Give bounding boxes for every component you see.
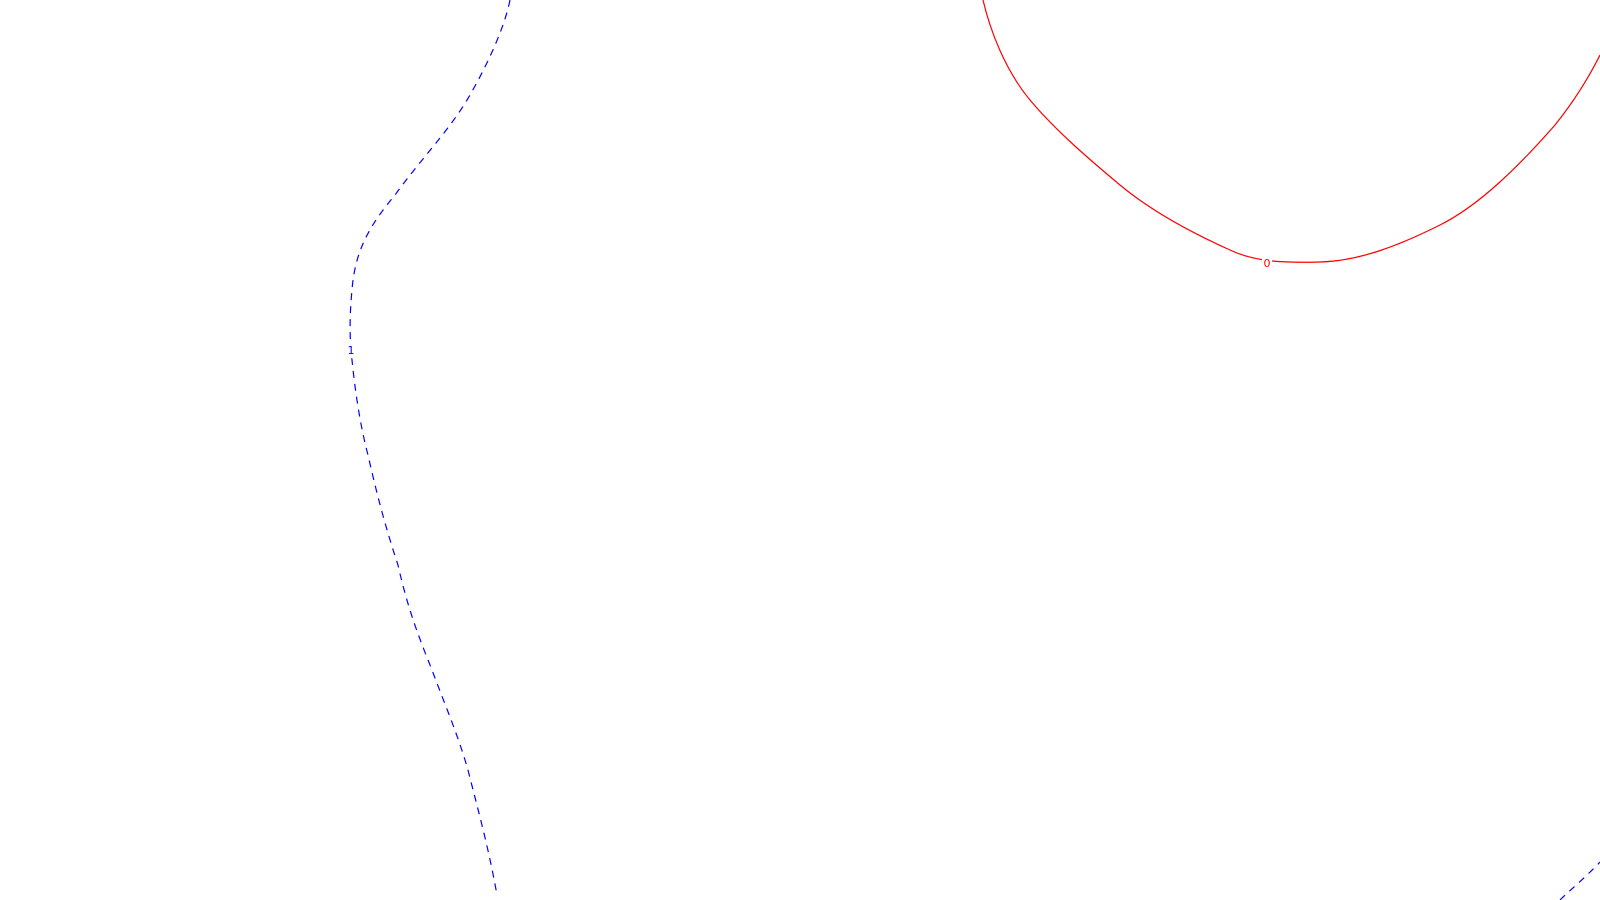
contour-label-0: 0: [1264, 257, 1271, 270]
contour-line-1-fragment: [1559, 861, 1600, 900]
contour-line-0: [982, 0, 1600, 263]
contour-line-1: [349, 0, 511, 896]
contour-label-1: 1: [348, 344, 355, 357]
